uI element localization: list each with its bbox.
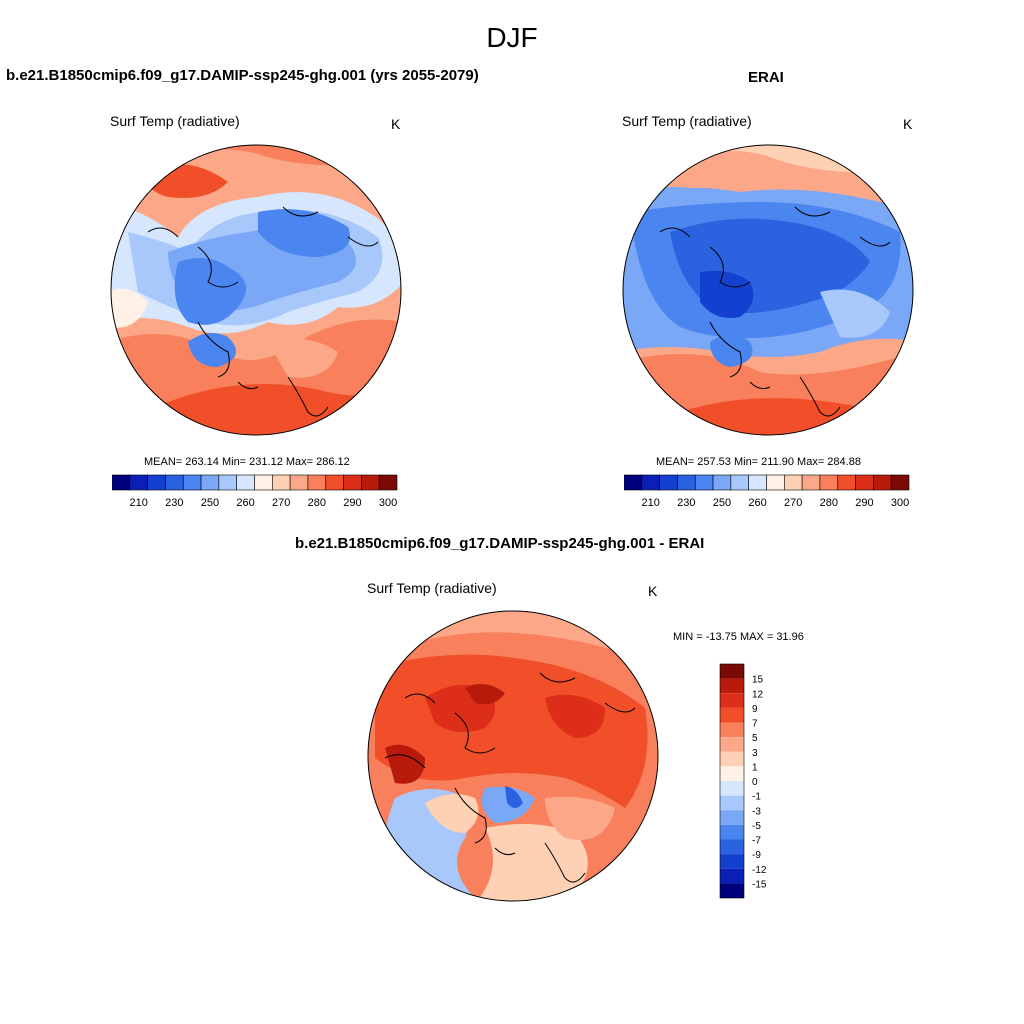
model-colorbar-swatch — [112, 474, 131, 491]
diff-colorbar-tick-label: 0 — [752, 777, 758, 788]
model-colorbar-swatch — [218, 474, 237, 491]
diff-colorbar-swatch — [720, 824, 744, 840]
obs-colorbar-swatch — [641, 474, 660, 491]
model-unit-label: K — [391, 116, 401, 132]
diff-colorbar-tick-label: 7 — [752, 719, 758, 730]
diff-colorbar-swatch — [720, 839, 744, 855]
diff-colorbar-swatch — [720, 883, 744, 898]
model-colorbar-swatch — [272, 474, 291, 491]
model-colorbar-swatch — [378, 474, 398, 491]
obs-colorbar-tick-label: 290 — [855, 497, 873, 509]
obs-colorbar-swatch — [766, 474, 785, 491]
obs-colorbar-swatch — [694, 474, 714, 491]
model-colorbar-swatch — [343, 474, 362, 491]
diff-colorbar-tick-label: -7 — [752, 836, 761, 847]
model-stats: MEAN= 263.14 Min= 231.12 Max= 286.12 — [144, 456, 350, 468]
model-colorbar: 210 230 250 260 270 280 290 300 — [112, 474, 398, 509]
model-colorbar-swatch — [254, 474, 273, 491]
obs-unit-label: K — [903, 116, 913, 132]
diff-colorbar-swatch — [720, 766, 744, 781]
obs-colorbar: 210 230 250 260 270 280 290 300 — [624, 474, 910, 509]
obs-colorbar-swatch — [801, 474, 821, 491]
diff-colorbar-tick-label: 3 — [752, 748, 758, 759]
diff-colorbar-tick-label: -12 — [752, 865, 767, 876]
model-colorbar-swatch — [200, 474, 220, 491]
obs-colorbar-swatch — [730, 474, 749, 491]
page-title: DJF — [486, 22, 538, 53]
model-colorbar-swatch — [129, 474, 148, 491]
model-colorbar-tick-label: 250 — [201, 497, 219, 509]
diff-colorbar-tick-label: -15 — [752, 879, 767, 890]
diff-colorbar-swatch — [720, 664, 744, 679]
obs-colorbar-swatch — [659, 474, 678, 491]
diff-colorbar-swatch — [720, 854, 744, 869]
obs-colorbar-swatch — [784, 474, 803, 491]
obs-colorbar-swatch — [819, 474, 839, 491]
diff-colorbar-swatch — [720, 781, 744, 796]
model-colorbar-tick-label: 210 — [130, 497, 148, 509]
obs-variable-label: Surf Temp (radiative) — [622, 113, 752, 129]
obs-colorbar-tick-label: 280 — [820, 497, 838, 509]
obs-colorbar-tick-label: 230 — [677, 497, 695, 509]
model-colorbar-swatch — [147, 474, 166, 491]
diff-colorbar-swatch — [720, 722, 744, 738]
obs-stats: MEAN= 257.53 Min= 211.90 Max= 284.88 — [656, 456, 861, 468]
diff-colorbar-swatch — [720, 693, 744, 708]
diff-colorbar-tick-label: 5 — [752, 733, 758, 744]
model-colorbar-swatch — [307, 474, 327, 491]
obs-colorbar-tick-label: 250 — [713, 497, 731, 509]
diff-unit-label: K — [648, 583, 658, 599]
model-colorbar-tick-label: 290 — [343, 497, 361, 509]
diff-colorbar-swatch — [720, 678, 744, 694]
obs-colorbar-tick-label: 260 — [748, 497, 766, 509]
model-colorbar-swatch — [289, 474, 309, 491]
obs-colorbar-tick-label: 270 — [784, 497, 802, 509]
obs-colorbar-swatch — [712, 474, 732, 491]
diff-colorbar: 15 12 9 7 5 3 1 0 -1 -3 -5 -7 -9 -12 -15 — [719, 663, 767, 899]
diff-panel-title: b.e21.B1850cmip6.f09_g17.DAMIP-ssp245-gh… — [295, 535, 705, 552]
diff-colorbar-swatch — [720, 737, 744, 752]
diff-colorbar-swatch — [720, 795, 744, 811]
obs-colorbar-swatch — [873, 474, 892, 491]
model-colorbar-swatch — [325, 474, 344, 491]
model-polar-map — [110, 144, 402, 436]
model-colorbar-swatch — [361, 474, 380, 491]
diff-colorbar-tick-label: 12 — [752, 689, 764, 700]
diff-colorbar-swatch — [720, 810, 744, 825]
diff-colorbar-tick-label: 15 — [752, 675, 764, 686]
obs-colorbar-swatch — [677, 474, 696, 491]
diff-colorbar-tick-label: 1 — [752, 762, 758, 773]
diff-colorbar-tick-label: -3 — [752, 806, 761, 817]
diff-stats: MIN = -13.75 MAX = 31.96 — [673, 631, 804, 643]
model-colorbar-tick-label: 280 — [308, 497, 326, 509]
diff-colorbar-tick-label: 9 — [752, 704, 758, 715]
diff-colorbar-swatch — [720, 868, 744, 884]
obs-colorbar-swatch — [855, 474, 874, 491]
obs-panel-title: ERAI — [748, 69, 784, 86]
diff-polar-map — [367, 610, 659, 902]
model-colorbar-tick-label: 300 — [379, 497, 397, 509]
model-colorbar-tick-label: 230 — [165, 497, 183, 509]
obs-polar-map — [622, 144, 914, 436]
obs-colorbar-swatch — [624, 474, 643, 491]
diff-colorbar-tick-label: -9 — [752, 850, 761, 861]
obs-colorbar-swatch — [748, 474, 767, 491]
diff-colorbar-tick-label: -1 — [752, 792, 761, 803]
obs-colorbar-swatch — [837, 474, 856, 491]
diff-variable-label: Surf Temp (radiative) — [367, 580, 497, 596]
diff-colorbar-swatch — [720, 751, 744, 767]
model-colorbar-swatch — [165, 474, 184, 491]
obs-colorbar-tick-label: 300 — [891, 497, 909, 509]
model-colorbar-tick-label: 270 — [272, 497, 290, 509]
model-variable-label: Surf Temp (radiative) — [110, 113, 240, 129]
model-colorbar-tick-label: 260 — [236, 497, 254, 509]
model-panel-title: b.e21.B1850cmip6.f09_g17.DAMIP-ssp245-gh… — [6, 67, 479, 84]
diff-colorbar-swatch — [720, 707, 744, 723]
obs-colorbar-tick-label: 210 — [642, 497, 660, 509]
obs-colorbar-swatch — [890, 474, 910, 491]
model-colorbar-swatch — [182, 474, 202, 491]
diff-colorbar-tick-label: -5 — [752, 821, 761, 832]
model-colorbar-swatch — [236, 474, 255, 491]
